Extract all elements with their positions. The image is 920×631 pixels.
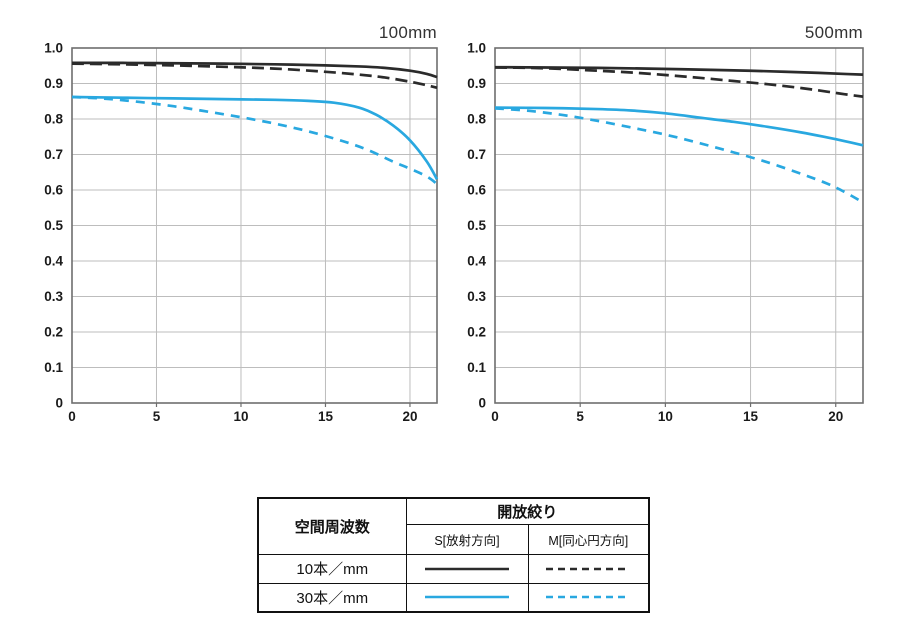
svg-text:0.9: 0.9 [467, 76, 486, 91]
svg-text:0.2: 0.2 [467, 325, 486, 340]
svg-text:0.9: 0.9 [44, 76, 63, 91]
svg-text:20: 20 [828, 409, 843, 424]
svg-text:0.1: 0.1 [467, 360, 486, 375]
svg-text:0: 0 [68, 409, 76, 424]
svg-text:0.1: 0.1 [44, 360, 63, 375]
svg-text:0.3: 0.3 [44, 289, 63, 304]
legend-table: 空間周波数 開放絞り S[放射方向] M[同心円方向] 10本／mm 30本／m… [257, 497, 650, 613]
svg-text:10: 10 [658, 409, 673, 424]
legend-line-blue-solid [405, 582, 529, 613]
svg-text:0.7: 0.7 [44, 147, 63, 162]
svg-text:1.0: 1.0 [44, 41, 63, 56]
svg-text:0: 0 [491, 409, 499, 424]
legend-header-spatial-frequency: 空間周波数 [257, 497, 407, 555]
svg-text:15: 15 [743, 409, 759, 424]
svg-text:0: 0 [478, 396, 486, 411]
mtf-plot-500mm: 0 0.1 0.2 0.3 0.4 0.5 0.6 0.7 0.8 0.9 1.0 0 5 10 15 20 [467, 41, 864, 424]
svg-text:0.8: 0.8 [467, 112, 486, 127]
svg-text:0.4: 0.4 [467, 254, 486, 269]
svg-text:0.4: 0.4 [44, 254, 63, 269]
svg-text:0.3: 0.3 [467, 289, 486, 304]
legend-subheader-sagittal: S[放射方向] [405, 523, 529, 555]
svg-text:5: 5 [576, 409, 584, 424]
mtf-plot-100mm: 0 0.1 0.2 0.3 0.4 0.5 0.6 0.7 0.8 0.9 1.0 0 5 10 15 20 [44, 41, 439, 424]
chart-title-100mm: 100mm [378, 23, 437, 42]
legend-line-black-dashed [527, 553, 650, 584]
svg-text:20: 20 [402, 409, 417, 424]
svg-text:0.5: 0.5 [467, 218, 486, 233]
legend-subheader-meridional: M[同心円方向] [527, 523, 650, 555]
svg-text:0.7: 0.7 [467, 147, 486, 162]
svg-text:1.0: 1.0 [467, 41, 486, 56]
legend-header-max-aperture: 開放絞り [405, 497, 650, 525]
svg-text:0: 0 [55, 396, 63, 411]
legend-row-label-30-lines: 30本／mm [257, 582, 407, 613]
svg-text:0.2: 0.2 [44, 325, 63, 340]
chart-title-500mm: 500mm [804, 23, 863, 42]
svg-text:15: 15 [318, 409, 334, 424]
svg-text:0.6: 0.6 [44, 183, 63, 198]
legend-line-black-solid [405, 553, 529, 584]
svg-text:0.5: 0.5 [44, 218, 63, 233]
legend-line-blue-dashed [527, 582, 650, 613]
legend-row-label-10-lines: 10本／mm [257, 553, 407, 584]
svg-text:0.8: 0.8 [44, 112, 63, 127]
svg-text:10: 10 [233, 409, 248, 424]
svg-text:0.6: 0.6 [467, 183, 486, 198]
svg-text:5: 5 [153, 409, 161, 424]
